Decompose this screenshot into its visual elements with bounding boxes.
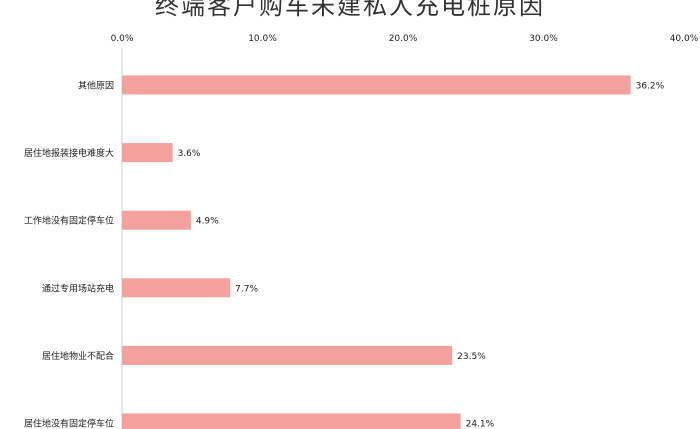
value-label: 24.1% <box>466 420 495 429</box>
category-labels: 其他原因居住地报装接电难度大工作地没有固定停车位通过专用场站充电居住地物业不配合… <box>24 80 114 429</box>
x-tick-label: 30.0% <box>529 34 558 44</box>
x-axis-ticks: 0.0% 10.0% 20.0% 30.0% 40.0% <box>111 34 699 44</box>
value-labels: 36.2% 3.6% 4.9% 7.7% 23.5% 24.1% <box>178 82 665 429</box>
category-label: 工作地没有固定停车位 <box>24 215 114 227</box>
value-label: 4.9% <box>196 217 219 227</box>
category-label: 其他原因 <box>78 80 114 92</box>
value-label: 36.2% <box>636 82 665 92</box>
category-label: 居住地没有固定停车位 <box>24 418 114 429</box>
value-label: 3.6% <box>178 149 201 159</box>
x-tick-label: 40.0% <box>670 34 699 44</box>
x-tick-label: 20.0% <box>389 34 418 44</box>
x-tick-label: 0.0% <box>111 34 134 44</box>
value-label: 23.5% <box>457 352 486 362</box>
bar <box>122 278 231 298</box>
x-tick-label: 10.0% <box>248 34 277 44</box>
chart-title: 终端客户购车未建私人充电桩原因 <box>155 0 545 20</box>
bar <box>122 413 461 429</box>
category-label: 居住地物业不配合 <box>42 350 114 362</box>
bar <box>122 143 173 163</box>
bar <box>122 210 191 230</box>
category-label: 通过专用场站充电 <box>42 282 114 294</box>
bar <box>122 345 453 365</box>
value-label: 7.7% <box>235 284 258 294</box>
bar <box>122 75 631 95</box>
bars <box>122 75 631 429</box>
category-label: 居住地报装接电难度大 <box>24 147 114 159</box>
